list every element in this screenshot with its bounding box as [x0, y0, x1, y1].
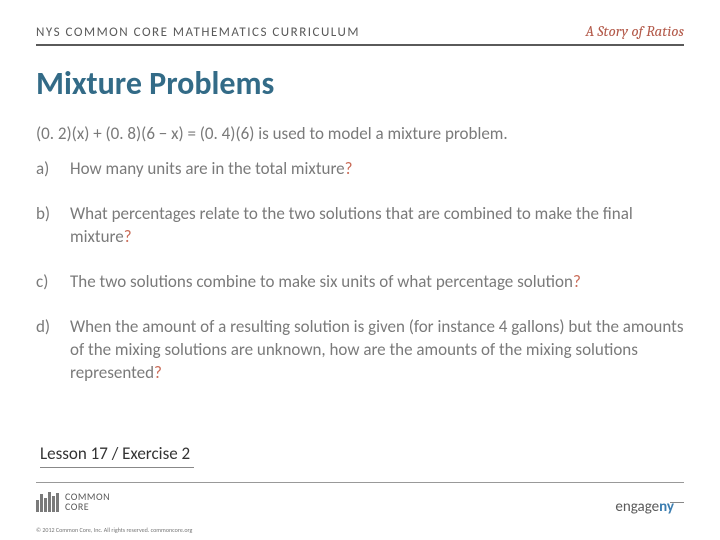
question-row: d)When the amount of a resulting solutio… — [36, 316, 684, 385]
question-text: What percentages relate to the two solut… — [70, 203, 684, 249]
equation-suffix: is used to model a mixture problem. — [254, 123, 507, 144]
lesson-label: Lesson 17 / Exercise 2 — [40, 443, 194, 468]
cc-bars-icon — [36, 492, 59, 512]
question-letter: c) — [36, 271, 70, 294]
engage-ny: ny — [659, 498, 674, 516]
question-letter: a) — [36, 158, 70, 181]
cc-bar — [56, 493, 59, 512]
cc-bar — [48, 492, 51, 512]
copyright-text: © 2012 Common Core, Inc. All rights rese… — [36, 526, 192, 534]
question-letter: d) — [36, 316, 70, 385]
cc-text-block: COMMON CORE — [65, 492, 110, 512]
common-core-logo: COMMON CORE — [36, 492, 110, 512]
cc-bar — [44, 498, 47, 512]
page-count-dash — [670, 502, 684, 503]
question-body: When the amount of a resulting solution … — [70, 316, 684, 383]
engage-ny-logo: engageny — [615, 498, 674, 516]
header-story: A Story of Ratios — [585, 22, 684, 40]
question-body: What percentages relate to the two solut… — [70, 203, 633, 247]
footer: COMMON CORE engageny © 2012 Common Core,… — [0, 482, 720, 540]
engage-prefix: engage — [615, 498, 659, 516]
header-curriculum: NYS COMMON CORE MATHEMATICS CURRICULUM — [36, 25, 360, 40]
equation-line: (0. 2)(x) + (0. 8)(6 − x) = (0. 4)(6) is… — [36, 123, 684, 146]
content-block: (0. 2)(x) + (0. 8)(6 − x) = (0. 4)(6) is… — [36, 123, 684, 385]
cc-bar — [36, 500, 39, 512]
question-text: How many units are in the total mixture? — [70, 158, 684, 181]
footer-divider — [36, 482, 684, 483]
header-bar: NYS COMMON CORE MATHEMATICS CURRICULUM A… — [36, 22, 684, 46]
question-letter: b) — [36, 203, 70, 249]
question-text: The two solutions combine to make six un… — [70, 271, 684, 294]
question-text: When the amount of a resulting solution … — [70, 316, 684, 385]
cc-text-2: CORE — [65, 502, 110, 512]
equation-expr: (0. 2)(x) + (0. 8)(6 − x) = (0. 4)(6) — [36, 123, 254, 144]
question-mark: ? — [345, 158, 353, 179]
question-mark: ? — [124, 226, 132, 247]
question-mark: ? — [154, 362, 162, 383]
question-row: c)The two solutions combine to make six … — [36, 271, 684, 294]
cc-bar — [52, 496, 55, 512]
question-mark: ? — [573, 271, 581, 292]
question-body: The two solutions combine to make six un… — [70, 271, 573, 292]
page-title: Mixture Problems — [36, 64, 684, 103]
question-row: b)What percentages relate to the two sol… — [36, 203, 684, 249]
question-body: How many units are in the total mixture — [70, 158, 345, 179]
cc-bar — [40, 494, 43, 512]
question-row: a)How many units are in the total mixtur… — [36, 158, 684, 181]
